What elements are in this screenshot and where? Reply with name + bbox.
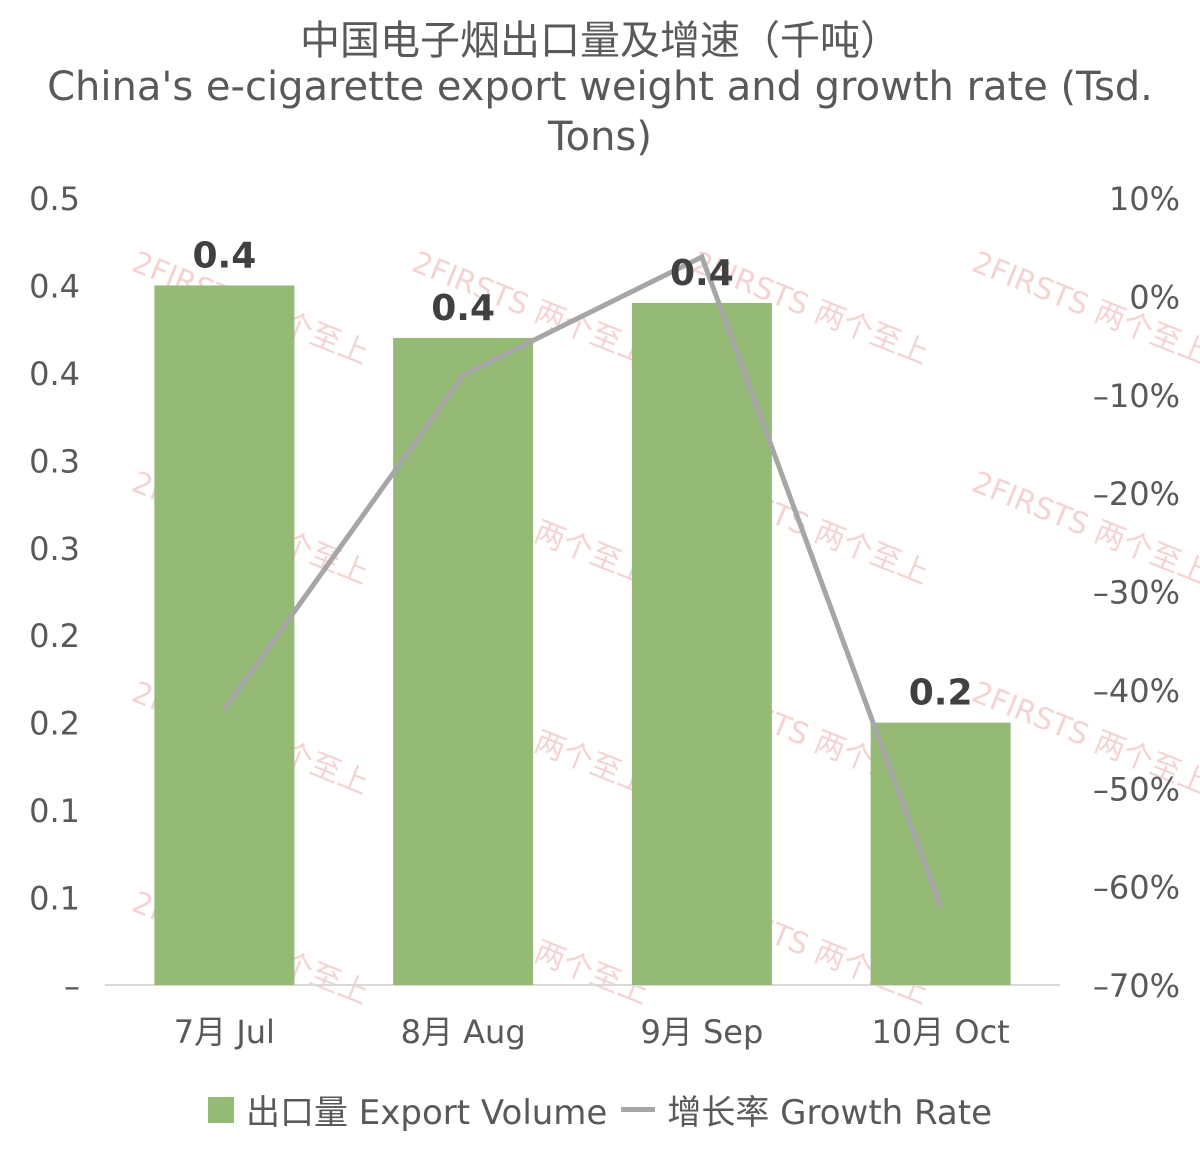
- bar: [393, 337, 534, 985]
- legend-item-growth-rate[interactable]: 增长率 Growth Rate: [621, 1085, 992, 1134]
- x-axis-tick-label: 8月 Aug: [401, 1013, 526, 1051]
- right-axis-tick-label: –10%: [1093, 377, 1180, 415]
- bar-data-label: 0.2: [909, 673, 973, 714]
- legend: 出口量 Export Volume 增长率 Growth Rate: [0, 1085, 1200, 1134]
- x-axis-tick-labels: 7月 Jul 8月 Aug 9月 Sep 10月 Oct: [174, 1013, 1010, 1051]
- left-axis: – 0.1 0.1 0.2 0.2 0.3 0.3 0.4 0.4 0.5: [29, 180, 80, 1005]
- left-axis-tick-label: 0.4: [29, 267, 80, 305]
- legend-swatch-line: [621, 1107, 656, 1112]
- bar: [154, 285, 295, 985]
- legend-label-growth-rate: 增长率 Growth Rate: [667, 1093, 993, 1133]
- right-axis-tick-label: 0%: [1129, 278, 1180, 316]
- bar: [631, 302, 772, 985]
- right-axis-tick-label: –40%: [1093, 672, 1180, 710]
- right-axis-tick-label: –70%: [1093, 967, 1180, 1005]
- left-axis-tick-label: 0.5: [29, 180, 80, 218]
- legend-item-export-volume[interactable]: 出口量 Export Volume: [207, 1085, 608, 1134]
- right-axis-tick-label: –60%: [1093, 869, 1180, 907]
- left-axis-tick-label: 0.1: [29, 880, 80, 918]
- growth-rate-point: [939, 904, 943, 908]
- legend-label-export-volume: 出口量 Export Volume: [245, 1093, 608, 1133]
- bar-data-label: 0.4: [431, 288, 495, 329]
- left-axis-tick-label: 0.3: [29, 530, 80, 568]
- chart-title-en: China's e-cigarette export weight and gr…: [47, 64, 1153, 160]
- chart-title-zh: 中国电子烟出口量及增速（千吨）: [300, 18, 900, 64]
- left-axis-tick-label: 0.3: [29, 442, 80, 480]
- right-axis-tick-label: –20%: [1093, 475, 1180, 513]
- growth-rate-point: [700, 255, 704, 259]
- right-axis: –70% –60% –50% –40% –30% –20% –10% 0% 10%: [1093, 180, 1180, 1005]
- bar: [870, 722, 1011, 985]
- bar-data-label: 0.4: [670, 253, 734, 294]
- left-axis-tick-label: 0.2: [29, 705, 80, 743]
- left-axis-tick-label: 0.4: [29, 355, 80, 393]
- growth-rate-point: [461, 373, 465, 377]
- bar-series: [154, 285, 1011, 985]
- right-axis-tick-label: –30%: [1093, 574, 1180, 612]
- line-series: [222, 253, 943, 908]
- bar-data-labels: 0.4 0.4 0.4 0.2: [192, 235, 972, 713]
- x-axis-tick-label: 7月 Jul: [174, 1013, 275, 1051]
- x-axis-tick-label: 9月 Sep: [640, 1013, 763, 1051]
- bar-data-label: 0.4: [192, 235, 256, 276]
- right-axis-tick-label: –50%: [1093, 770, 1180, 808]
- growth-rate-line: [222, 253, 943, 908]
- left-axis-tick-label: –: [64, 967, 80, 1005]
- left-axis-tick-label: 0.2: [29, 617, 80, 655]
- growth-rate-point: [222, 708, 226, 712]
- x-axis-tick-label: 10月 Oct: [872, 1013, 1010, 1051]
- left-axis-tick-label: 0.1: [29, 792, 80, 830]
- right-axis-tick-label: 10%: [1109, 180, 1180, 218]
- legend-swatch-bar: [207, 1096, 234, 1123]
